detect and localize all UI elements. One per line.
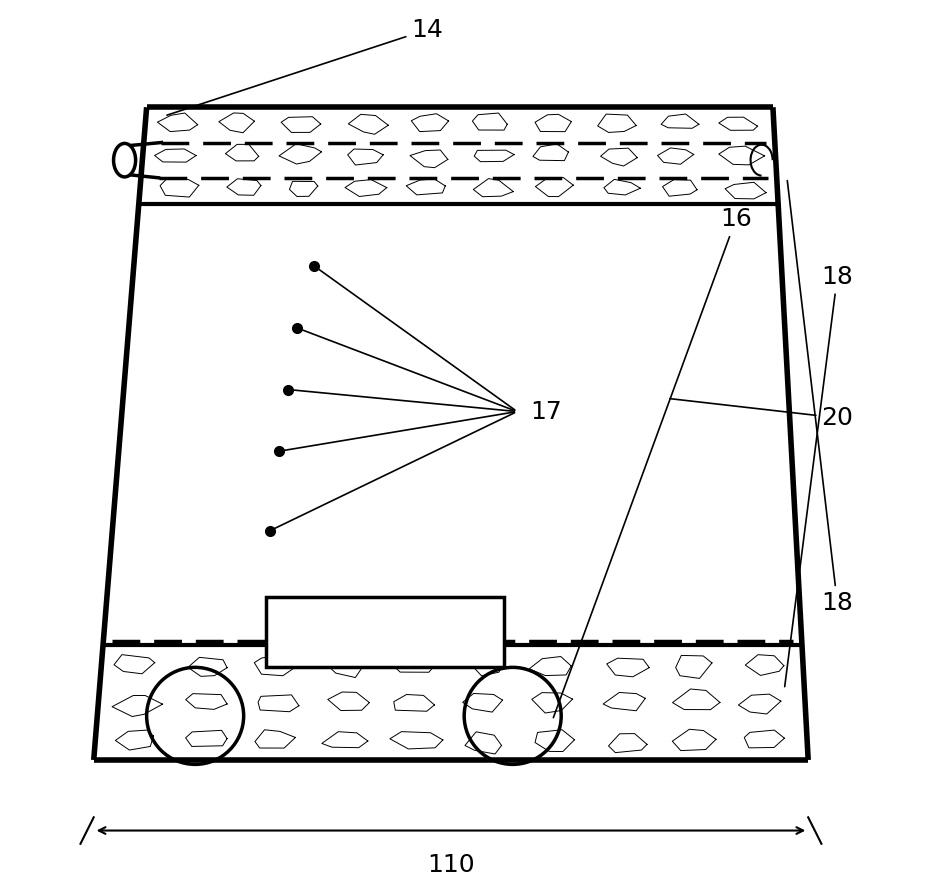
Circle shape	[147, 667, 244, 765]
Text: 17: 17	[531, 399, 562, 424]
Text: 18: 18	[787, 181, 853, 615]
Text: 110: 110	[428, 852, 475, 876]
Ellipse shape	[114, 143, 135, 177]
Bar	[266, 596, 504, 667]
Circle shape	[464, 667, 561, 765]
Text: 14: 14	[166, 18, 443, 115]
Text: 18: 18	[784, 265, 853, 687]
Text: 16: 16	[553, 207, 752, 718]
Text: 20: 20	[670, 398, 853, 430]
Text: 15: 15	[369, 621, 400, 645]
